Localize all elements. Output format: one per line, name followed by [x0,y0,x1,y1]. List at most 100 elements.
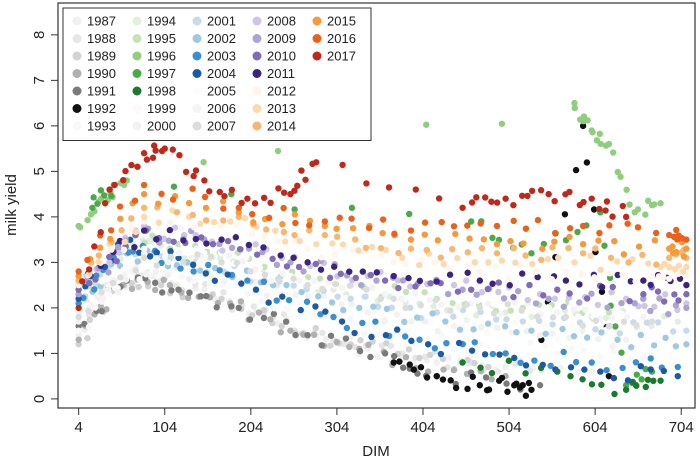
data-point [467,286,475,293]
data-point [365,341,372,349]
data-point [407,236,415,243]
data-point [522,362,530,369]
data-point [114,289,122,296]
data-point [402,260,409,268]
data-point [583,159,591,166]
data-point [445,354,452,361]
data-point [313,240,320,248]
data-point [590,206,598,213]
data-point [340,306,347,314]
data-point [415,294,423,301]
data-point [332,280,339,288]
data-point [618,299,625,307]
data-point [261,271,269,278]
data-point [450,223,458,230]
data-point [674,318,681,325]
data-point [177,224,185,232]
data-point [459,359,466,366]
data-point [669,243,676,250]
data-point [140,227,148,234]
data-point [512,360,519,367]
data-point [298,167,305,174]
data-point [201,286,208,293]
data-point [75,341,82,348]
legend-label: 2000 [147,119,176,134]
data-point [520,240,527,247]
data-point [606,322,613,330]
data-point [672,343,680,350]
data-point [463,316,471,324]
data-point [349,246,356,254]
y-tick-label: 7 [31,76,48,84]
data-point [507,237,514,245]
data-point [310,331,318,338]
data-point [107,235,114,243]
data-point [471,339,478,346]
data-point [554,254,562,261]
data-point [617,173,624,180]
data-point [180,259,187,266]
data-point [317,311,324,318]
data-point [75,268,82,275]
data-point [609,213,616,220]
data-point [95,258,102,266]
data-point [279,221,286,228]
legend-swatch [252,86,262,96]
data-point [152,268,160,276]
data-point [291,231,298,239]
data-point [202,270,209,277]
data-point [312,325,319,332]
data-point [480,236,488,243]
data-point [295,313,302,321]
data-point [320,292,327,300]
data-point [495,279,502,286]
data-point [622,382,630,389]
data-point [153,236,160,243]
data-point [304,292,312,300]
data-point [536,382,544,389]
data-point [431,345,439,352]
legend-swatch [252,69,262,78]
data-point [429,310,436,317]
data-point [98,278,106,285]
data-point [579,327,586,335]
legend-label: 2004 [207,66,236,81]
data-point [512,259,519,266]
data-point [295,263,303,271]
data-point [644,376,652,383]
data-point [614,271,621,279]
data-point [258,297,265,305]
data-point [426,351,434,359]
data-point [192,167,200,174]
data-point [363,286,370,293]
x-tick-label: 504 [497,419,522,436]
data-point [510,293,517,301]
data-point [623,186,630,193]
data-point [438,331,445,339]
legend-label: 1988 [87,31,116,46]
data-point [622,213,630,221]
y-axis-title: milk yield [3,174,20,236]
legend-swatch [252,121,262,131]
data-point [412,290,419,297]
data-point [609,342,616,350]
legend-swatch [312,34,322,43]
data-point [415,261,423,269]
data-point [405,346,413,353]
data-point [158,289,166,296]
data-point [105,253,113,261]
data-point [220,289,227,296]
data-point [588,368,595,375]
data-point [158,190,165,198]
data-point [541,342,548,349]
data-point [255,309,263,316]
data-point [471,359,478,367]
data-point [135,283,142,291]
data-point [220,205,227,212]
data-point [206,280,213,287]
data-point [574,228,581,236]
data-point [75,295,82,302]
legend-swatch [132,121,142,131]
data-point [492,263,499,270]
